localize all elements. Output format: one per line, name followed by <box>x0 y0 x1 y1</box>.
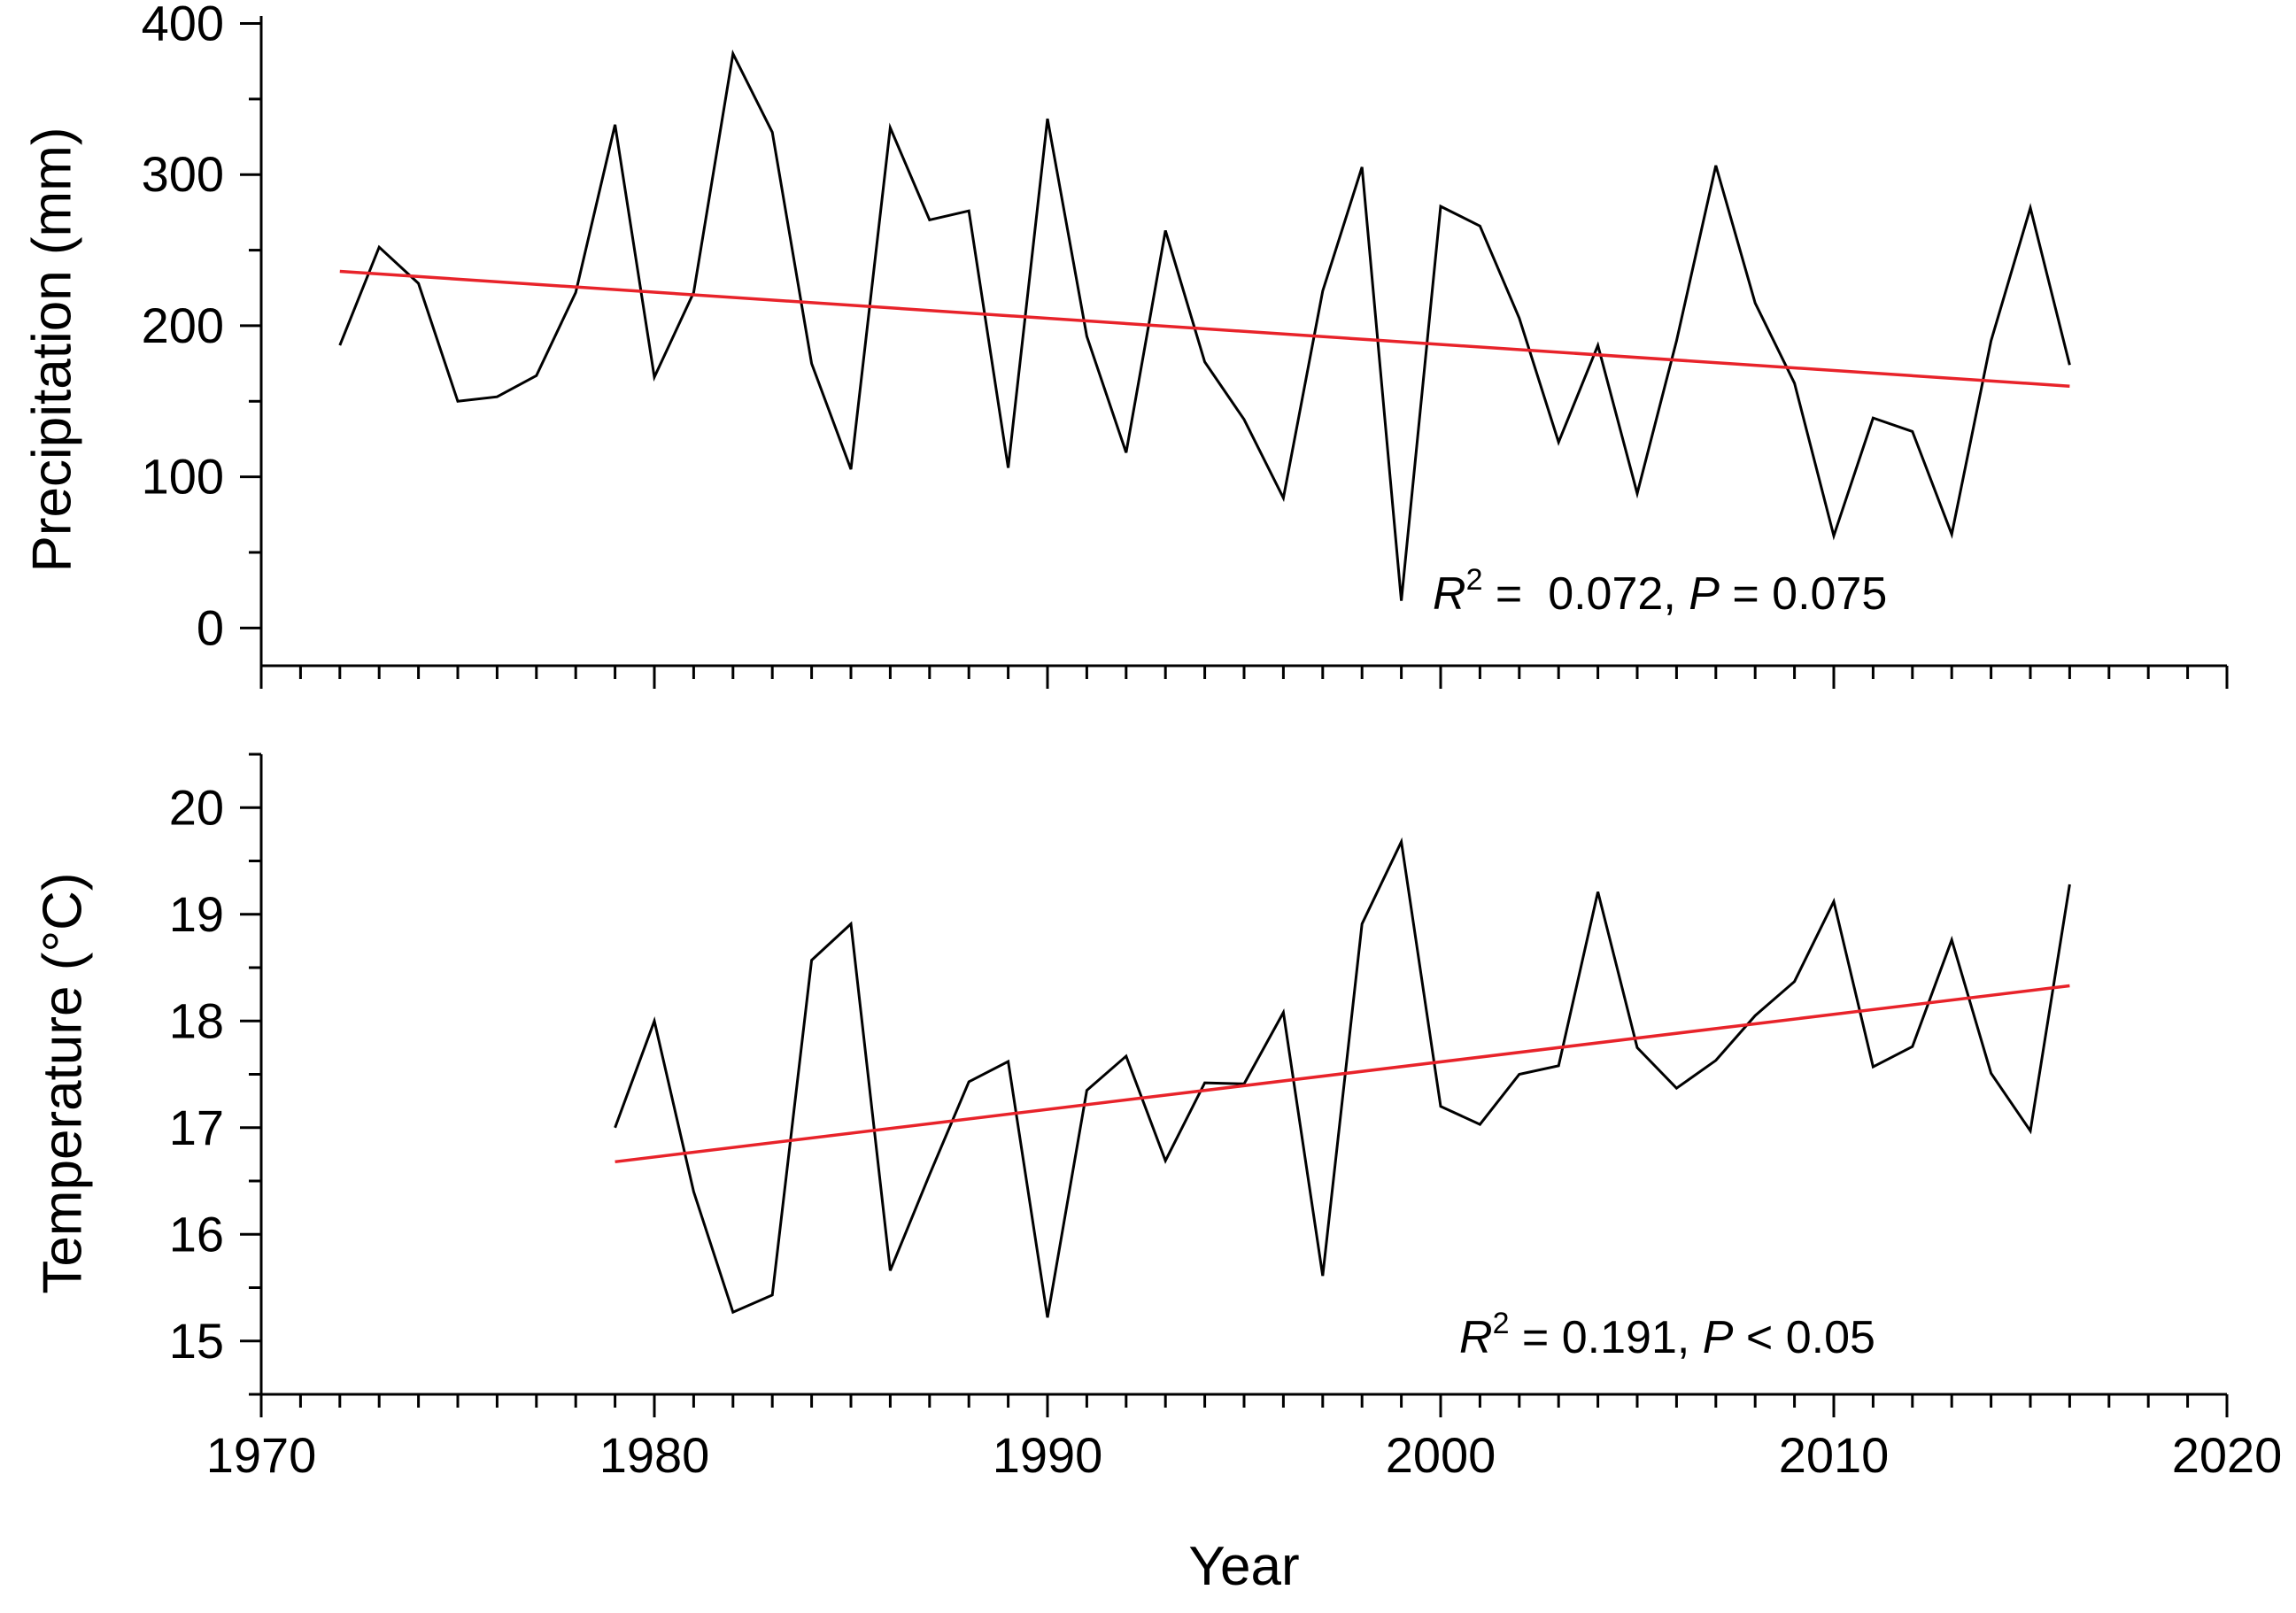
r-superscript: 2 <box>1493 1307 1510 1340</box>
temperature-series-line <box>614 837 2071 1318</box>
temperature-y-ticks: 15 16 17 18 19 20 <box>169 752 261 1396</box>
precipitation-panel: 0 100 200 300 400 Precipitation (mm) R2 = 0.… <box>22 0 2229 689</box>
x-tick-label: 1980 <box>599 1427 710 1483</box>
p-value: < 0.05 <box>1733 1312 1875 1363</box>
y-tick-label: 17 <box>169 1100 224 1155</box>
temperature-x-ticks: 1970 1980 1990 2000 2010 2020 <box>206 1394 2283 1483</box>
y-tick-label: 300 <box>142 146 224 202</box>
precipitation-y-axis-label: Precipitation (mm) <box>22 127 83 573</box>
r-symbol: R <box>1459 1312 1493 1363</box>
x-tick-label: 2020 <box>2172 1427 2283 1483</box>
r-superscript: 2 <box>1466 563 1483 597</box>
precipitation-y-ticks: 0 100 200 300 400 <box>142 0 261 655</box>
y-tick-label: 20 <box>169 779 224 835</box>
temperature-panel: 15 16 17 18 19 20 1970 1980 1990 2000 2010 2020 Te… <box>33 752 2283 1597</box>
x-tick-label: 1990 <box>993 1427 1103 1483</box>
p-symbol: P <box>1703 1312 1734 1363</box>
r-value: = 0.191, <box>1509 1312 1702 1363</box>
y-tick-label: 18 <box>169 992 224 1048</box>
y-tick-label: 200 <box>142 297 224 353</box>
temperature-regression-stats: R2 = 0.191, P < 0.05 <box>1459 1307 1875 1363</box>
precipitation-x-ticks <box>259 666 2229 689</box>
temperature-y-axis-label: Temperature (°C) <box>33 872 94 1293</box>
y-tick-label: 15 <box>169 1313 224 1369</box>
y-tick-label: 19 <box>169 886 224 942</box>
r-symbol: R <box>1433 568 1466 620</box>
y-tick-label: 100 <box>142 449 224 505</box>
y-tick-label: 400 <box>142 0 224 51</box>
x-tick-label: 2000 <box>1386 1427 1496 1483</box>
precipitation-series-line <box>338 49 2071 601</box>
x-tick-label: 1970 <box>206 1427 317 1483</box>
p-symbol: P <box>1689 568 1720 620</box>
r-value: = 0.072, <box>1482 568 1689 620</box>
p-value: = 0.075 <box>1720 568 1887 620</box>
precipitation-trend-line <box>339 269 2070 388</box>
precipitation-regression-stats: R2 = 0.072, P = 0.075 <box>1433 563 1887 620</box>
x-tick-label: 2010 <box>1779 1427 1890 1483</box>
y-tick-label: 16 <box>169 1206 224 1262</box>
y-tick-label: 0 <box>197 599 224 655</box>
temperature-trend-line <box>615 984 2070 1164</box>
x-axis-label: Year <box>1188 1536 1299 1597</box>
